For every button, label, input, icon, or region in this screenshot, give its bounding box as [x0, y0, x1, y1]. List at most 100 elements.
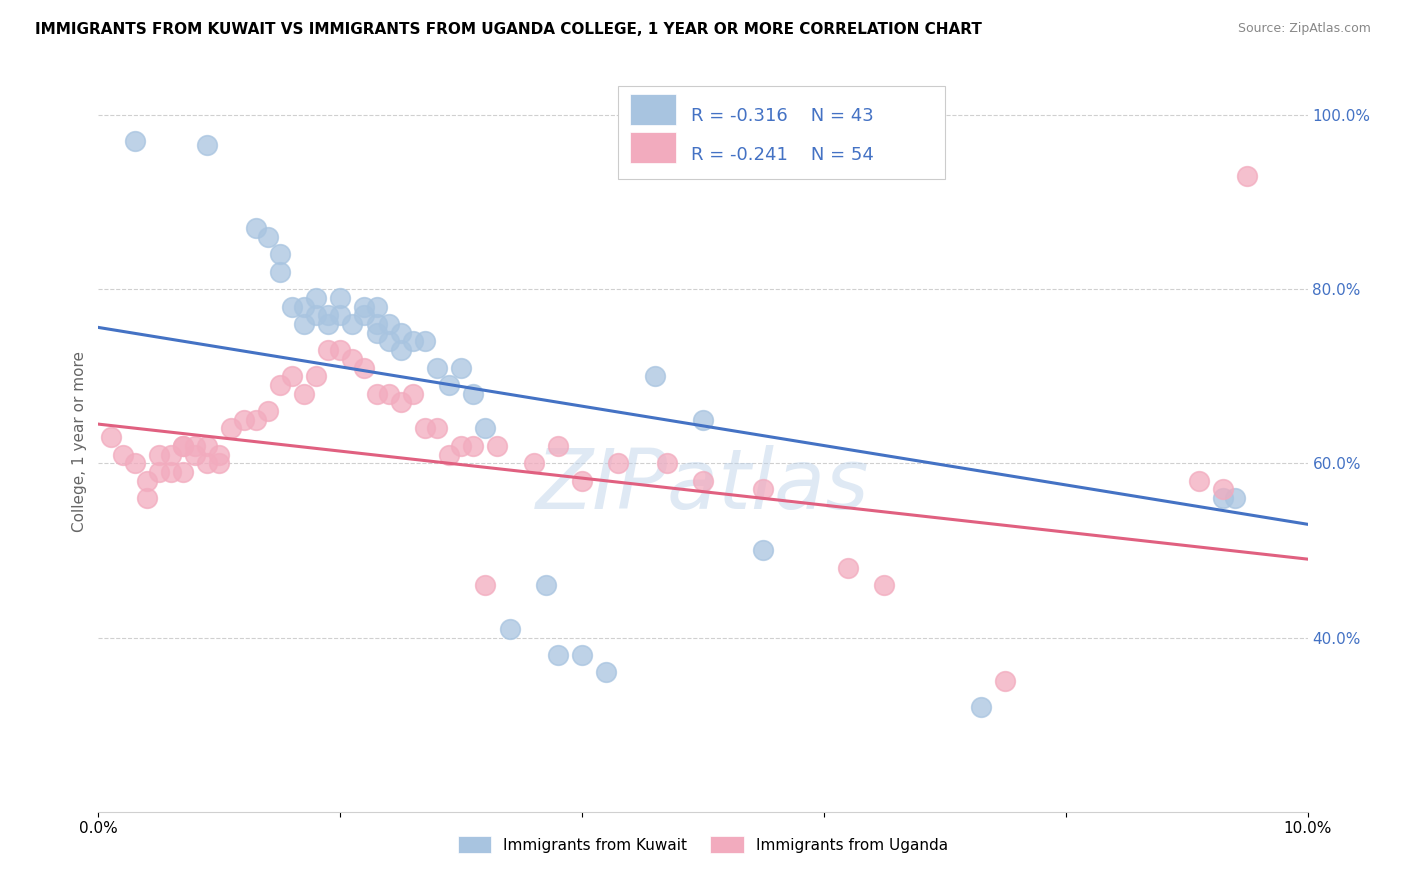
Point: [873, 578, 896, 592]
Point: [389, 326, 412, 340]
Point: [426, 360, 449, 375]
Point: [353, 300, 375, 314]
Point: [389, 343, 412, 357]
Point: [195, 138, 218, 153]
Text: Source: ZipAtlas.com: Source: ZipAtlas.com: [1237, 22, 1371, 36]
Point: [292, 386, 315, 401]
Bar: [630, 132, 676, 163]
Point: [269, 378, 291, 392]
Point: [316, 308, 339, 322]
Point: [523, 456, 546, 470]
Point: [329, 343, 352, 357]
Point: [135, 491, 157, 505]
Point: [329, 308, 352, 322]
Point: [342, 351, 364, 366]
Point: [474, 421, 496, 435]
FancyBboxPatch shape: [619, 87, 945, 178]
Point: [402, 386, 425, 401]
Text: R = -0.316    N = 43: R = -0.316 N = 43: [690, 107, 873, 125]
Point: [1188, 474, 1211, 488]
Point: [655, 456, 678, 470]
Point: [245, 221, 267, 235]
Text: ZIPatlas: ZIPatlas: [536, 445, 870, 526]
Point: [571, 648, 593, 662]
Point: [208, 456, 231, 470]
Legend: Immigrants from Kuwait, Immigrants from Uganda: Immigrants from Kuwait, Immigrants from …: [451, 830, 955, 860]
Point: [389, 395, 412, 409]
Point: [595, 665, 617, 680]
Point: [752, 483, 775, 497]
Point: [498, 622, 520, 636]
Point: [571, 474, 593, 488]
Point: [377, 334, 399, 349]
Point: [377, 386, 399, 401]
Point: [426, 421, 449, 435]
Point: [486, 439, 509, 453]
Point: [269, 265, 291, 279]
Point: [692, 474, 714, 488]
Point: [281, 300, 304, 314]
Point: [195, 456, 218, 470]
Point: [413, 334, 436, 349]
Point: [450, 439, 472, 453]
Point: [232, 413, 254, 427]
Point: [366, 326, 388, 340]
Point: [172, 439, 194, 453]
Point: [437, 378, 460, 392]
Point: [547, 439, 569, 453]
Point: [292, 317, 315, 331]
Point: [184, 448, 207, 462]
Point: [281, 369, 304, 384]
Point: [752, 543, 775, 558]
Point: [184, 439, 207, 453]
Point: [607, 456, 630, 470]
Point: [172, 465, 194, 479]
Point: [305, 369, 328, 384]
Point: [1212, 491, 1234, 505]
Point: [316, 343, 339, 357]
Point: [245, 413, 267, 427]
Point: [256, 230, 278, 244]
Point: [402, 334, 425, 349]
Text: R = -0.241    N = 54: R = -0.241 N = 54: [690, 146, 873, 164]
Point: [463, 386, 485, 401]
Point: [994, 674, 1017, 689]
Point: [195, 439, 218, 453]
Point: [474, 578, 496, 592]
Point: [172, 439, 194, 453]
Point: [353, 360, 375, 375]
Point: [305, 308, 328, 322]
Point: [1223, 491, 1246, 505]
Bar: [630, 94, 676, 125]
Point: [450, 360, 472, 375]
Point: [160, 448, 183, 462]
Point: [837, 561, 859, 575]
Point: [353, 308, 375, 322]
Point: [160, 465, 183, 479]
Point: [111, 448, 134, 462]
Point: [269, 247, 291, 261]
Point: [970, 700, 993, 714]
Point: [437, 448, 460, 462]
Point: [100, 430, 122, 444]
Point: [377, 317, 399, 331]
Point: [329, 291, 352, 305]
Point: [292, 300, 315, 314]
Point: [366, 300, 388, 314]
Point: [547, 648, 569, 662]
Point: [124, 134, 146, 148]
Point: [208, 448, 231, 462]
Point: [305, 291, 328, 305]
Point: [1212, 483, 1234, 497]
Point: [221, 421, 243, 435]
Point: [366, 386, 388, 401]
Point: [342, 317, 364, 331]
Point: [1236, 169, 1258, 183]
Point: [413, 421, 436, 435]
Point: [148, 465, 170, 479]
Point: [148, 448, 170, 462]
Point: [534, 578, 557, 592]
Point: [366, 317, 388, 331]
Point: [316, 317, 339, 331]
Point: [124, 456, 146, 470]
